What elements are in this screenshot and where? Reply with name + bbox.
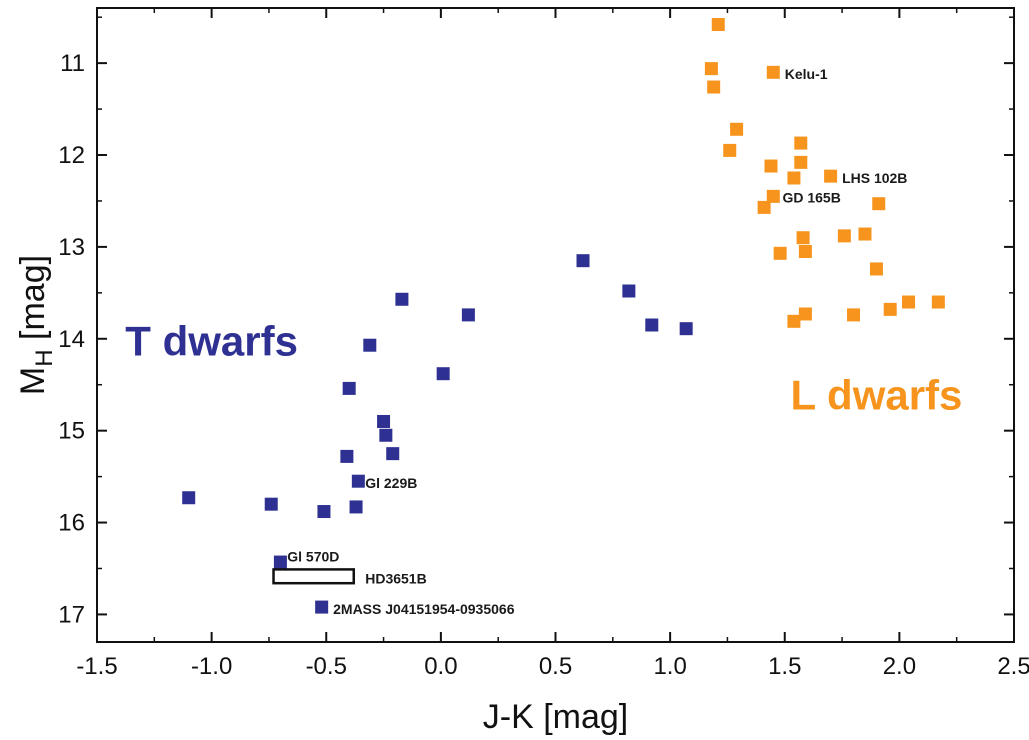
t-dwarfs-point xyxy=(264,497,278,511)
t-dwarfs-point xyxy=(679,322,693,336)
t-dwarfs-point xyxy=(315,600,329,614)
l-dwarfs-point xyxy=(794,155,808,169)
t-dwarfs-point xyxy=(645,318,659,332)
l-dwarfs-point xyxy=(723,143,737,157)
x-tick-label: 2.5 xyxy=(997,653,1029,680)
y-axis-title-main: M xyxy=(14,367,52,395)
l-dwarfs-point xyxy=(773,246,787,260)
y-tick-label: 11 xyxy=(60,50,85,77)
point-annotation: 2MASS J04151954-0935066 xyxy=(333,601,515,617)
point-annotation: LHS 102B xyxy=(842,170,907,186)
point-annotation: Kelu-1 xyxy=(785,66,828,82)
l-dwarfs-point xyxy=(847,308,861,322)
l-dwarfs-point xyxy=(798,244,812,258)
y-tick-label: 13 xyxy=(58,234,85,261)
l-dwarfs-point xyxy=(766,65,780,79)
l-dwarfs-point xyxy=(707,80,721,94)
x-tick-label: 0.0 xyxy=(424,653,457,680)
y-tick-label: 14 xyxy=(58,326,85,353)
t-dwarfs-point xyxy=(340,449,354,463)
point-annotation: Gl 229B xyxy=(365,475,417,491)
y-tick-label: 17 xyxy=(58,601,85,628)
axis-ticks: -1.5 -1.0 -0.5 0.0 0.5 1.0 1.5 2.0 2.5 11 12 13 14 15… xyxy=(58,8,1029,680)
l-dwarfs-point xyxy=(869,262,883,276)
l-dwarfs-point xyxy=(794,136,808,150)
y-axis-title: MH [mag] xyxy=(14,255,58,395)
l-dwarfs-point xyxy=(757,200,771,214)
x-tick-label: -1.5 xyxy=(76,653,117,680)
t-dwarfs-point xyxy=(395,292,409,306)
y-axis-title-subscript: H xyxy=(31,349,58,366)
l-dwarfs-point xyxy=(711,18,725,32)
l-dwarfs-point xyxy=(883,302,897,316)
t-dwarfs-point xyxy=(461,308,475,322)
t-dwarfs-point xyxy=(576,254,590,268)
t-dwarfs-point xyxy=(363,338,377,352)
group-label-l-dwarfs: L dwarfs xyxy=(790,372,962,419)
plot-frame xyxy=(96,7,1015,643)
y-axis-title-tail: [mag] xyxy=(14,255,52,349)
l-dwarfs-point xyxy=(872,197,886,211)
x-tick-label: 0.5 xyxy=(539,653,572,680)
y-tick-label: 12 xyxy=(58,142,85,169)
l-dwarfs-point xyxy=(837,229,851,243)
t-dwarfs-point xyxy=(622,284,636,298)
x-tick-label: 1.5 xyxy=(768,653,801,680)
x-tick-label: 2.0 xyxy=(883,653,916,680)
x-axis-title: J-K [mag] xyxy=(483,698,628,736)
l-dwarfs-point xyxy=(931,295,945,309)
group-labels: T dwarfs L dwarfs xyxy=(125,317,962,418)
t-dwarfs-point xyxy=(182,491,196,505)
y-tick-label: 16 xyxy=(58,510,85,537)
x-tick-label: -0.5 xyxy=(306,653,347,680)
t-dwarfs-point xyxy=(377,414,391,428)
l-dwarfs-point xyxy=(704,62,718,76)
t-dwarfs-point xyxy=(386,447,400,461)
l-dwarfs-point xyxy=(858,227,872,241)
l-dwarfs-point xyxy=(766,189,780,203)
t-dwarfs-point xyxy=(436,367,450,381)
point-annotation: GD 165B xyxy=(782,189,840,205)
t-dwarfs-point xyxy=(317,505,331,519)
x-tick-label: -1.0 xyxy=(191,653,232,680)
hd3651b-box-group xyxy=(272,568,356,585)
hd3651b-range-box xyxy=(272,568,356,585)
t-dwarfs-point xyxy=(342,381,356,395)
t-dwarfs-point xyxy=(349,500,363,514)
t-dwarfs-point xyxy=(379,428,393,442)
point-annotation: HD3651B xyxy=(365,571,426,587)
l-dwarfs-point xyxy=(730,122,744,136)
l-dwarfs-point xyxy=(787,171,801,185)
l-dwarfs-point xyxy=(824,169,838,183)
l-dwarfs-point xyxy=(902,295,916,309)
group-label-t-dwarfs: T dwarfs xyxy=(125,317,298,364)
l-dwarfs-point xyxy=(796,231,810,245)
l-dwarfs-point xyxy=(787,314,801,328)
t-dwarfs-point xyxy=(273,555,287,569)
y-tick-label: 15 xyxy=(58,418,85,445)
data-points xyxy=(182,18,945,614)
x-tick-label: 1.0 xyxy=(653,653,686,680)
l-dwarfs-point xyxy=(764,159,778,173)
l-dwarfs-point xyxy=(798,307,812,321)
t-dwarfs-point xyxy=(351,474,365,488)
point-annotation: Gl 570D xyxy=(287,549,339,565)
